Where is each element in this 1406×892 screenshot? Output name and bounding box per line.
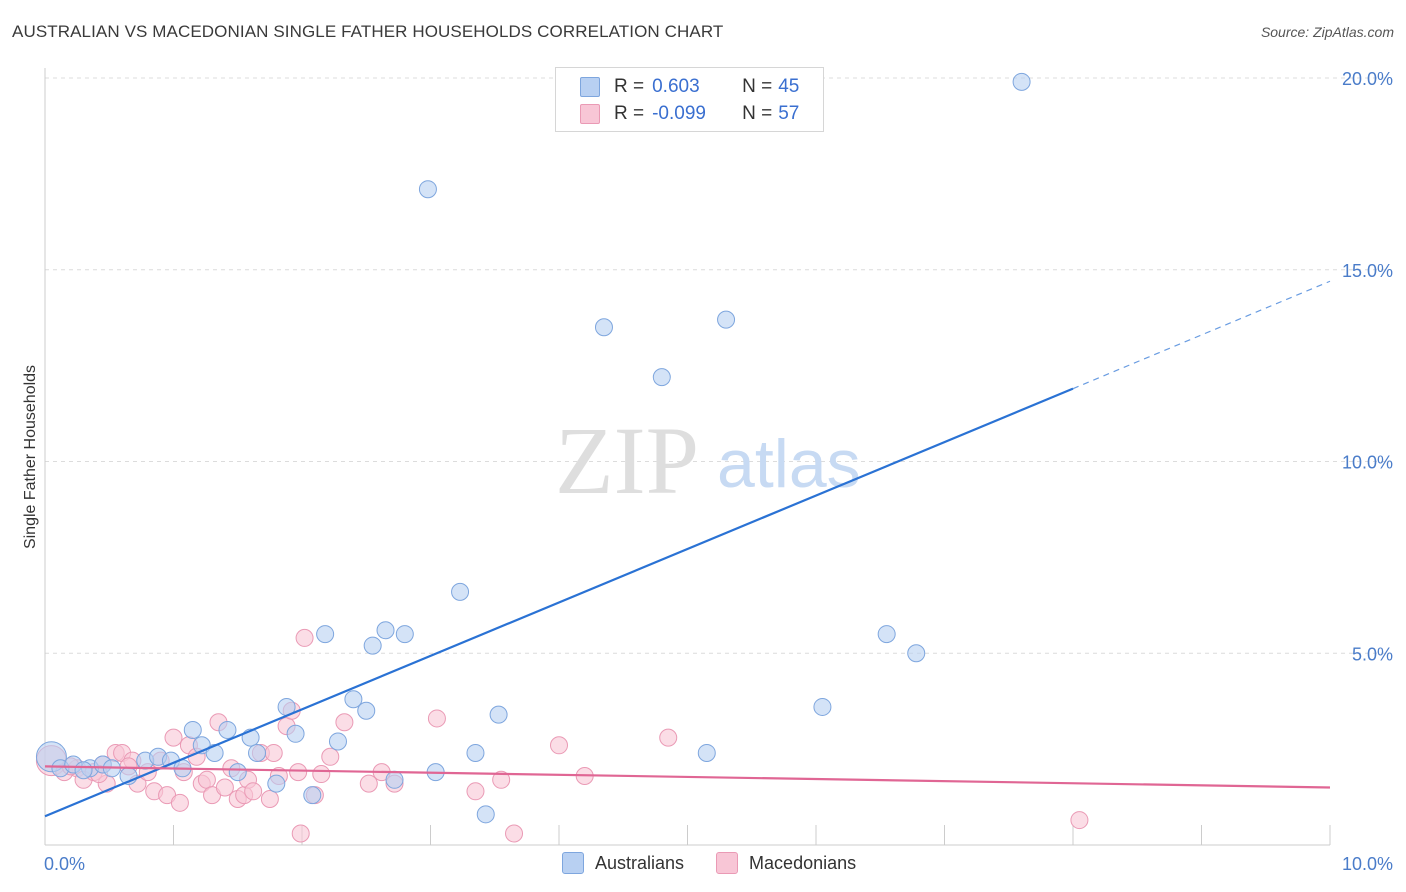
australians-point[interactable] bbox=[303, 786, 322, 805]
australians-point[interactable] bbox=[697, 743, 716, 762]
macedonians-point[interactable] bbox=[492, 770, 511, 789]
australians-trend-line bbox=[44, 387, 1074, 818]
macedonians-r-label: R = bbox=[614, 103, 645, 124]
australians-point[interactable] bbox=[395, 625, 414, 644]
australians-point[interactable] bbox=[316, 625, 335, 644]
macedonians-point[interactable] bbox=[659, 728, 678, 747]
australians-point[interactable] bbox=[466, 743, 485, 762]
chart-source: Source: ZipAtlas.com bbox=[1260, 24, 1394, 40]
macedonians-point[interactable] bbox=[289, 763, 308, 782]
chart-title: AUSTRALIAN VS MACEDONIAN SINGLE FATHER H… bbox=[12, 22, 724, 41]
macedonians-point[interactable] bbox=[466, 782, 485, 801]
australians-point[interactable] bbox=[74, 761, 93, 780]
macedonians-point[interactable] bbox=[244, 782, 263, 801]
australians-points bbox=[35, 72, 1031, 824]
australians-point[interactable] bbox=[344, 690, 363, 709]
legend-row-australians: R = 0.603 N = 45 bbox=[580, 75, 799, 99]
australians-point[interactable] bbox=[813, 697, 832, 716]
australians-point[interactable] bbox=[476, 805, 495, 824]
australians-n-label: N = bbox=[742, 76, 773, 97]
trend-lines bbox=[44, 280, 1331, 818]
australians-point[interactable] bbox=[183, 720, 202, 739]
macedonians-point[interactable] bbox=[291, 824, 310, 843]
australians-legend-label: Australians bbox=[595, 852, 685, 873]
macedonians-point[interactable] bbox=[1070, 811, 1089, 830]
watermark: ZIP atlas bbox=[555, 407, 861, 514]
x-tick-label: 0.0% bbox=[44, 854, 85, 874]
macedonians-point[interactable] bbox=[312, 765, 331, 784]
australians-point[interactable] bbox=[652, 368, 671, 387]
australians-point[interactable] bbox=[328, 732, 347, 751]
australians-point[interactable] bbox=[363, 636, 382, 655]
macedonians-point[interactable] bbox=[335, 713, 354, 732]
macedonians-point[interactable] bbox=[550, 736, 568, 755]
australians-point[interactable] bbox=[286, 724, 305, 743]
australians-point[interactable] bbox=[385, 770, 404, 789]
australians-point[interactable] bbox=[594, 318, 613, 337]
australians-r-value: 0.603 bbox=[652, 76, 700, 97]
macedonians-point[interactable] bbox=[215, 778, 234, 797]
macedonians-legend-swatch bbox=[716, 852, 739, 874]
y-tick-label: 5.0% bbox=[1352, 644, 1393, 664]
macedonians-point[interactable] bbox=[359, 774, 378, 793]
macedonians-point[interactable] bbox=[260, 789, 279, 808]
australians-point[interactable] bbox=[376, 621, 395, 640]
macedonians-point[interactable] bbox=[321, 747, 340, 766]
y-tick-label: 20.0% bbox=[1342, 69, 1393, 89]
australians-trend-extension bbox=[1072, 280, 1331, 390]
australians-point[interactable] bbox=[267, 774, 286, 793]
correlation-legend: R = 0.603 N = 45 R = -0.099 N = 57 bbox=[555, 67, 824, 132]
y-axis-title: Single Father Households bbox=[22, 365, 39, 549]
australians-n-value: 45 bbox=[778, 76, 800, 97]
australians-point[interactable] bbox=[451, 582, 470, 601]
macedonians-legend-label: Macedonians bbox=[749, 852, 857, 873]
axes bbox=[44, 68, 1331, 846]
legend-row-macedonians: R = -0.099 N = 57 bbox=[580, 102, 799, 126]
macedonians-point[interactable] bbox=[197, 770, 216, 789]
macedonians-point[interactable] bbox=[264, 743, 283, 762]
macedonians-swatch bbox=[580, 104, 600, 124]
australians-point[interactable] bbox=[248, 743, 267, 762]
tick-labels: 5.0% 10.0% 15.0% 20.0% 0.0% 10.0% bbox=[44, 69, 1393, 874]
macedonians-r-value: -0.099 bbox=[652, 103, 706, 124]
australians-point[interactable] bbox=[489, 705, 508, 724]
australians-point[interactable] bbox=[418, 180, 437, 199]
watermark-zip: ZIP bbox=[555, 407, 699, 514]
y-tick-label: 10.0% bbox=[1342, 453, 1393, 473]
macedonians-point[interactable] bbox=[427, 709, 446, 728]
australians-point[interactable] bbox=[357, 701, 376, 720]
australians-r-label: R = bbox=[614, 76, 645, 97]
australians-point[interactable] bbox=[907, 644, 926, 663]
legend-item-macedonians[interactable]: Macedonians bbox=[716, 852, 856, 874]
australians-point[interactable] bbox=[717, 310, 736, 329]
australians-point[interactable] bbox=[228, 763, 247, 782]
y-tick-label: 15.0% bbox=[1342, 261, 1393, 281]
macedonians-n-value: 57 bbox=[778, 103, 800, 124]
macedonians-point[interactable] bbox=[505, 824, 524, 843]
australians-legend-swatch bbox=[562, 852, 584, 874]
macedonians-n-label: N = bbox=[742, 103, 773, 124]
series-legend: Australians Macedonians bbox=[562, 852, 888, 874]
macedonians-point[interactable] bbox=[295, 628, 314, 647]
gridlines bbox=[45, 77, 1385, 654]
macedonians-point[interactable] bbox=[164, 728, 183, 747]
macedonians-point[interactable] bbox=[170, 793, 189, 812]
australians-point[interactable] bbox=[218, 720, 237, 739]
watermark-atlas: atlas bbox=[717, 426, 861, 502]
australians-point[interactable] bbox=[1012, 72, 1031, 91]
macedonians-trend-line bbox=[44, 765, 1331, 789]
legend-item-australians[interactable]: Australians bbox=[562, 852, 684, 874]
x-tick-label: 10.0% bbox=[1342, 854, 1393, 874]
australians-point[interactable] bbox=[877, 625, 896, 644]
australians-point[interactable] bbox=[205, 743, 224, 762]
australians-swatch bbox=[580, 77, 600, 97]
